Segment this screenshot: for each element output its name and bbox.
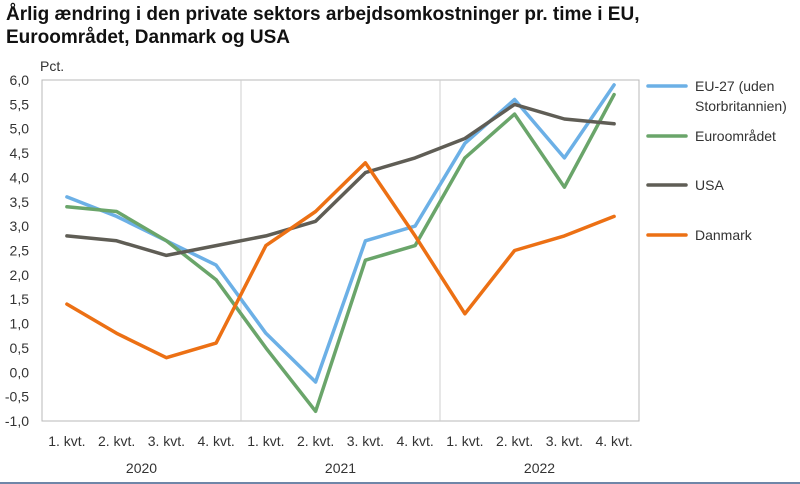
series-line: [65, 102, 616, 258]
x-tick-label: 4. kvt.: [197, 433, 234, 449]
x-tick-label: 4. kvt.: [595, 433, 632, 449]
chart-title: Årlig ændring i den private sektors arbe…: [6, 3, 706, 49]
x-tick-label: 3. kvt.: [148, 433, 185, 449]
x-tick-label: 2. kvt.: [98, 433, 135, 449]
series-line: [65, 161, 616, 360]
y-tick-label: 4,0: [10, 169, 30, 185]
y-unit-label: Pct.: [40, 58, 64, 74]
x-tick-label: 1. kvt.: [446, 433, 483, 449]
y-tick-label: 5,5: [10, 96, 30, 112]
legend-label: USA: [695, 177, 724, 193]
legend-label: EU-27 (uden: [695, 78, 774, 94]
y-tick-label: 1,0: [10, 316, 30, 332]
y-tick-label: -0,5: [5, 389, 29, 405]
x-tick-label: 3. kvt.: [347, 433, 384, 449]
y-tick-label: -1,0: [5, 413, 29, 429]
x-tick-label: 2. kvt.: [496, 433, 533, 449]
x-tick-label: 4. kvt.: [396, 433, 433, 449]
y-tick-label: 3,5: [10, 194, 30, 210]
chart-title-line-1: Årlig ændring i den private sektors arbe…: [6, 4, 640, 25]
year-group-label: 2021: [325, 460, 356, 476]
y-tick-label: 6,0: [10, 72, 30, 88]
legend: EU-27 (uden Storbritannien) Euroområdet USA…: [646, 78, 787, 243]
y-axis: 6,0 5,5 5,0 4,5 4,0 3,5 3,0 2,5 2,0 1,5 1,0 0,5 0,0 -…: [5, 72, 29, 429]
year-group-label: 2022: [524, 460, 555, 476]
bottom-rule: [0, 482, 800, 484]
x-axis: 1. kvt. 2. kvt. 3. kvt. 4. kvt. 1. kvt. 2. kv…: [48, 433, 633, 476]
x-tick-label: 1. kvt.: [48, 433, 85, 449]
legend-label: Storbritannien): [695, 98, 787, 114]
y-tick-label: 0,5: [10, 340, 30, 356]
legend-label: Danmark: [695, 227, 753, 243]
y-tick-label: 5,0: [10, 121, 30, 137]
legend-label: Euroområdet: [695, 128, 776, 144]
plot-area-frame: [41, 79, 640, 422]
y-tick-label: 3,0: [10, 218, 30, 234]
x-tick-label: 3. kvt.: [546, 433, 583, 449]
y-tick-label: 4,5: [10, 145, 30, 161]
y-tick-label: 1,5: [10, 291, 30, 307]
series-line: [65, 92, 616, 414]
y-tick-label: 2,0: [10, 267, 30, 283]
y-tick-label: 2,5: [10, 243, 30, 259]
x-tick-label: 2. kvt.: [297, 433, 334, 449]
grid-layer: [240, 80, 441, 421]
chart-title-line-2: Euroområdet, Danmark og USA: [6, 27, 290, 48]
y-tick-label: 0,0: [10, 364, 30, 380]
x-tick-label: 1. kvt.: [247, 433, 284, 449]
series-layer: [65, 83, 616, 414]
year-group-label: 2020: [126, 460, 157, 476]
